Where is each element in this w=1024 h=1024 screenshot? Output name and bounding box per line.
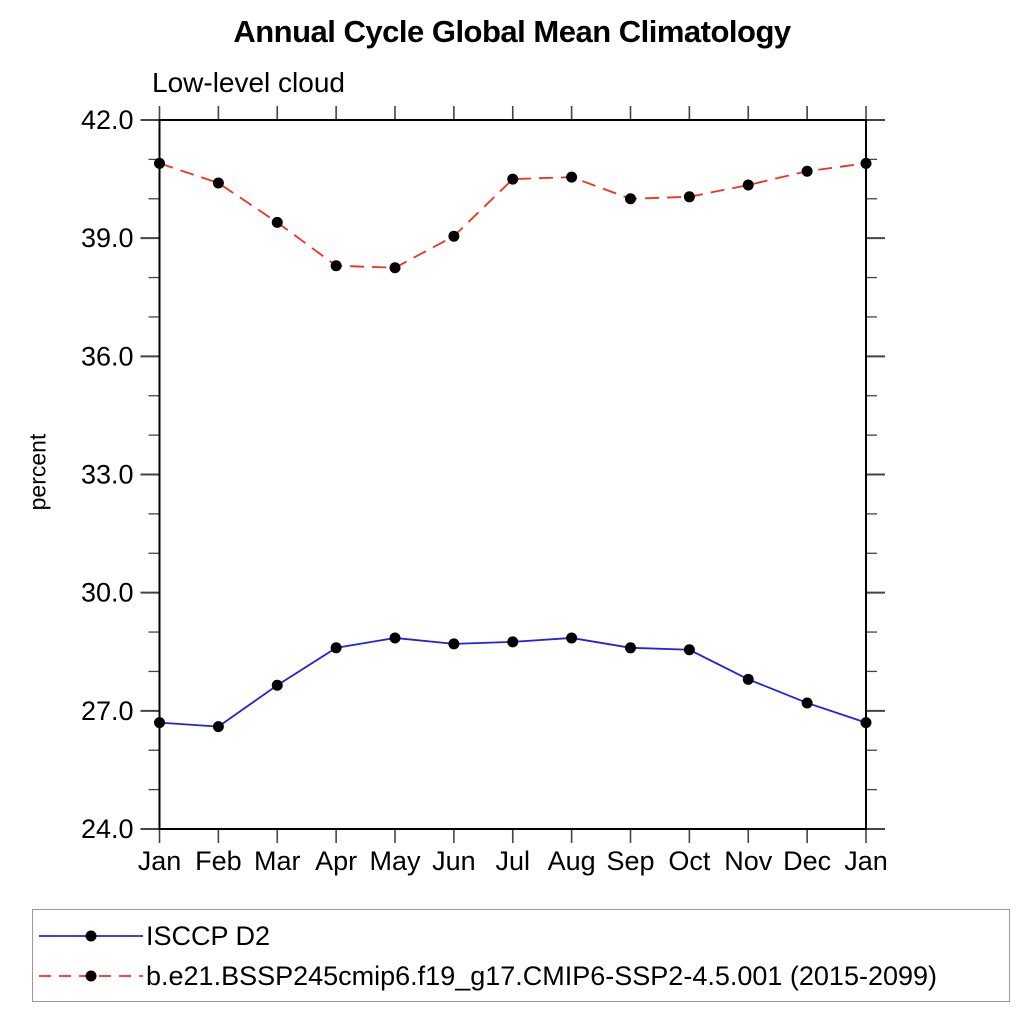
y-tick-label: 24.0 — [81, 814, 134, 844]
x-tick-label: Oct — [668, 846, 711, 876]
series-1-marker — [389, 262, 401, 274]
series-0-marker — [860, 717, 872, 729]
legend-box: ISCCP D2 b.e21.BSSP245cmip6.f19_g17.CMIP… — [32, 909, 1010, 1002]
chart-title: Annual Cycle Global Mean Climatology — [233, 14, 791, 49]
y-tick-label: 42.0 — [81, 105, 134, 135]
x-tick-label: Sep — [606, 846, 654, 876]
series-1-marker — [566, 171, 578, 183]
series-1-marker — [507, 173, 519, 185]
x-tick-label: Apr — [315, 846, 357, 876]
x-tick-label: Dec — [783, 846, 831, 876]
x-tick-label: May — [369, 846, 421, 876]
x-tick-label: Jun — [432, 846, 476, 876]
legend-row-isccp: ISCCP D2 — [38, 916, 1009, 956]
series-1-marker — [683, 191, 695, 203]
x-tick-label: Jan — [138, 846, 182, 876]
y-tick-label: 39.0 — [81, 223, 134, 253]
series-1-marker — [448, 230, 460, 242]
series-0-marker — [801, 697, 813, 709]
series-0-marker — [330, 642, 342, 654]
series-line-0 — [159, 637, 867, 728]
legend-row-model: b.e21.BSSP245cmip6.f19_g17.CMIP6-SSP2-4.… — [38, 956, 1009, 996]
y-tick-label: 36.0 — [81, 341, 134, 371]
series-0-marker — [389, 632, 401, 644]
series-1-marker — [801, 165, 813, 177]
series-0-marker — [625, 642, 636, 654]
x-tick-label: Nov — [724, 846, 773, 876]
series-0-marker — [683, 644, 695, 656]
series-1-marker — [212, 177, 224, 189]
legend-marker-dot — [85, 930, 97, 942]
x-tick-label: Jan — [844, 846, 888, 876]
series-0-marker — [212, 721, 224, 733]
legend-label-model: b.e21.BSSP245cmip6.f19_g17.CMIP6-SSP2-4.… — [146, 960, 938, 991]
y-tick-label: 30.0 — [81, 578, 134, 608]
series-1-marker — [742, 179, 754, 191]
series-1-marker — [154, 157, 165, 169]
x-tick-label: Feb — [195, 846, 242, 876]
y-tick-label: 33.0 — [81, 460, 134, 490]
legend-sample-solid-blue-line — [39, 930, 143, 942]
series-0-marker — [566, 632, 578, 644]
series-0-marker — [742, 673, 754, 685]
x-tick-label: Jul — [495, 846, 530, 876]
series-0-marker — [507, 636, 519, 648]
series-1-marker — [271, 216, 283, 228]
x-tick-label: Mar — [254, 846, 301, 876]
line-chart-plot: Jan Feb Mar Apr May Jun Jul Aug Sep Oct Nov Dec Jan2… — [81, 105, 888, 876]
series-0-marker — [154, 717, 165, 729]
series-0-marker — [448, 638, 460, 650]
series-1-marker — [330, 260, 342, 272]
series-0-marker — [271, 679, 283, 691]
plot-box — [158, 119, 867, 830]
y-tick-label: 27.0 — [81, 696, 134, 726]
chart-subtitle: Low-level cloud — [152, 67, 345, 98]
legend-marker-dot — [85, 970, 97, 982]
series-1-marker — [625, 193, 636, 205]
legend-label-isccp: ISCCP D2 — [146, 920, 271, 951]
x-tick-label: Aug — [548, 846, 596, 876]
legend-sample-dashed-red-line — [39, 970, 143, 982]
series-1-marker — [860, 157, 872, 169]
